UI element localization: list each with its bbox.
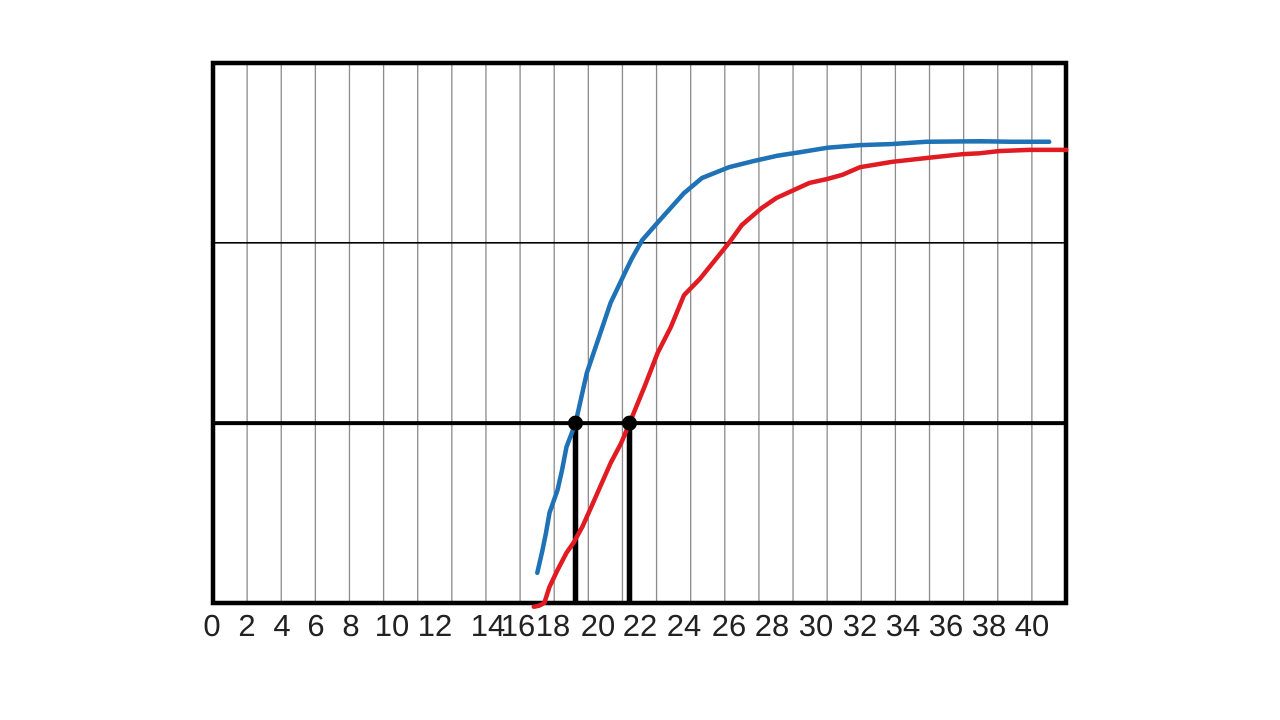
x-tick-label: 24: [667, 608, 701, 643]
x-tick-label: 32: [843, 608, 877, 643]
x-tick-label: 12: [418, 608, 452, 643]
x-tick-label: 0: [203, 608, 220, 643]
x-tick-label: 20: [581, 608, 615, 643]
x-tick-label: 18: [536, 608, 570, 643]
x-tick-label: 4: [273, 608, 290, 643]
x-tick-label: 6: [307, 608, 324, 643]
x-tick-label: 16: [501, 608, 535, 643]
x-tick-label: 10: [375, 608, 409, 643]
ct-dot-blue-curve: [568, 415, 583, 431]
x-tick-label: 8: [342, 608, 359, 643]
ct-dot-red-curve: [622, 415, 637, 431]
plot-border: [210, 60, 1069, 606]
x-tick-label: 40: [1015, 608, 1049, 643]
series-line-blue-curve: [535, 139, 1052, 576]
x-tick-label: 36: [929, 608, 963, 643]
x-tick-label: 34: [886, 608, 920, 643]
x-tick-label: 22: [623, 608, 657, 643]
series-line-red-curve: [531, 147, 1069, 610]
x-tick-label: 30: [799, 608, 833, 643]
x-tick-label: 14: [471, 608, 505, 643]
x-tick-label: 38: [972, 608, 1006, 643]
x-tick-label: 26: [712, 608, 746, 643]
x-tick-label: 28: [755, 608, 789, 643]
x-tick-label: 2: [238, 608, 255, 643]
